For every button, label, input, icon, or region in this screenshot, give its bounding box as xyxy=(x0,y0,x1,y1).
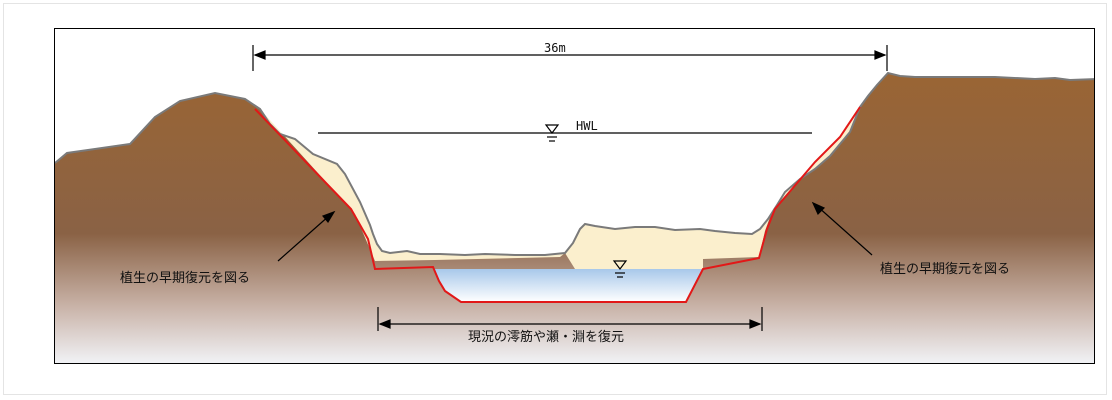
dimension-line-36m xyxy=(252,45,888,71)
hwl-label: HWL xyxy=(576,119,598,133)
right-annotation-arrow xyxy=(811,201,873,256)
channel-dimension-line xyxy=(377,307,763,331)
river-cross-section-diagram: 36m HWL 植生の早期復元を図る 植生の早期復元を図る 現況の澪筋や瀬・淵を… xyxy=(54,28,1095,364)
sediment-right xyxy=(565,107,860,269)
excavation-line xyxy=(254,106,861,303)
water-channel xyxy=(433,269,703,302)
figure-container: 36m HWL 植生の早期復元を図る 植生の早期復元を図る 現況の澪筋や瀬・淵を… xyxy=(3,3,1107,395)
soil-ground xyxy=(55,73,1094,363)
cross-section-svg xyxy=(55,45,1094,363)
water-level-icon xyxy=(612,260,628,278)
left-bank-annotation: 植生の早期復元を図る xyxy=(120,271,251,286)
dimension-width-label: 36m xyxy=(544,41,566,55)
right-bank-annotation: 植生の早期復元を図る xyxy=(880,262,1011,277)
hwl-water-level-icon xyxy=(544,124,560,142)
left-annotation-arrow xyxy=(277,210,336,262)
channel-annotation: 現況の澪筋や瀬・淵を復元 xyxy=(468,330,625,345)
